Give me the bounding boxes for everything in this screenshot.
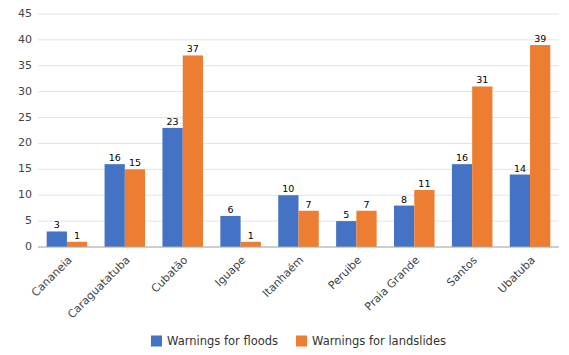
data-label: 15 — [129, 157, 141, 168]
x-axis-line — [38, 247, 559, 248]
y-tick-label: 0 — [25, 240, 32, 253]
y-tick-label: 5 — [25, 214, 32, 227]
x-tick-label: Santos — [444, 253, 480, 289]
bar — [162, 128, 182, 247]
x-tick-label: Peruibe — [326, 253, 365, 292]
bar — [220, 216, 240, 247]
chart-container: 0 5 10 15 20 25 30 35 40 45 3 16 23 6 10 5 8 16 14 1 15 37 1 7 7… — [0, 0, 569, 355]
data-labels: 3 16 23 6 10 5 8 16 14 1 15 37 1 7 7 11 31 39 — [54, 33, 546, 241]
data-label: 7 — [306, 199, 312, 210]
data-label: 1 — [74, 230, 80, 241]
bar — [67, 242, 87, 247]
data-label: 14 — [514, 163, 526, 174]
data-label: 10 — [282, 183, 294, 194]
bars — [47, 45, 551, 247]
x-tick-label: Caraguatatuba — [65, 254, 132, 321]
data-label: 37 — [187, 43, 199, 54]
x-tick-label: Praia Grande — [362, 253, 422, 313]
chart-svg: 0 5 10 15 20 25 30 35 40 45 3 16 23 6 10 5 8 16 14 1 15 37 1 7 7… — [0, 0, 569, 355]
y-tick-label: 15 — [18, 162, 32, 175]
legend-label: Warnings for landslides — [312, 334, 446, 348]
bar — [105, 164, 125, 247]
bar — [394, 206, 414, 247]
data-label: 1 — [248, 230, 254, 241]
y-tick-label: 45 — [18, 7, 32, 20]
bar — [47, 231, 67, 247]
data-label: 3 — [54, 219, 60, 230]
data-label: 7 — [363, 199, 369, 210]
bar — [472, 86, 492, 247]
x-tick-label: Iguape — [213, 253, 249, 289]
data-label: 6 — [227, 204, 233, 215]
grid-line — [38, 65, 559, 66]
data-label: 8 — [401, 194, 407, 205]
x-tick-label: Itanhaém — [260, 254, 306, 300]
data-label: 31 — [476, 74, 488, 85]
y-tick-label: 40 — [18, 33, 32, 46]
y-tick-label: 25 — [18, 111, 32, 124]
legend-swatch — [151, 336, 162, 347]
y-tick-label: 10 — [18, 188, 32, 201]
data-label: 16 — [456, 152, 468, 163]
grid-line — [38, 14, 559, 15]
bar — [414, 190, 434, 247]
bar — [530, 45, 550, 247]
x-tick-label: Ubatuba — [496, 254, 538, 296]
y-tick-label: 20 — [18, 136, 32, 149]
y-tick-label: 35 — [18, 59, 32, 72]
bar — [299, 211, 319, 247]
bar — [510, 175, 530, 247]
bar — [452, 164, 472, 247]
bar — [183, 55, 203, 247]
data-label: 16 — [109, 152, 121, 163]
bar — [241, 242, 261, 247]
legend-label: Warnings for floods — [167, 334, 278, 348]
bar — [336, 221, 356, 247]
bar — [356, 211, 376, 247]
x-tick-label: Cubatão — [149, 253, 191, 295]
x-tick-label: Cananeia — [29, 254, 75, 300]
grid-line — [38, 247, 559, 248]
legend: Warnings for floods Warnings for landslid… — [151, 334, 446, 348]
grid-line — [38, 39, 559, 40]
data-label: 11 — [418, 178, 430, 189]
bar — [278, 195, 298, 247]
data-label: 23 — [167, 116, 179, 127]
data-label: 5 — [343, 209, 349, 220]
data-label: 39 — [534, 33, 546, 44]
y-tick-label: 30 — [18, 85, 32, 98]
bar — [125, 169, 145, 247]
y-grid — [38, 14, 559, 247]
legend-swatch — [296, 336, 307, 347]
